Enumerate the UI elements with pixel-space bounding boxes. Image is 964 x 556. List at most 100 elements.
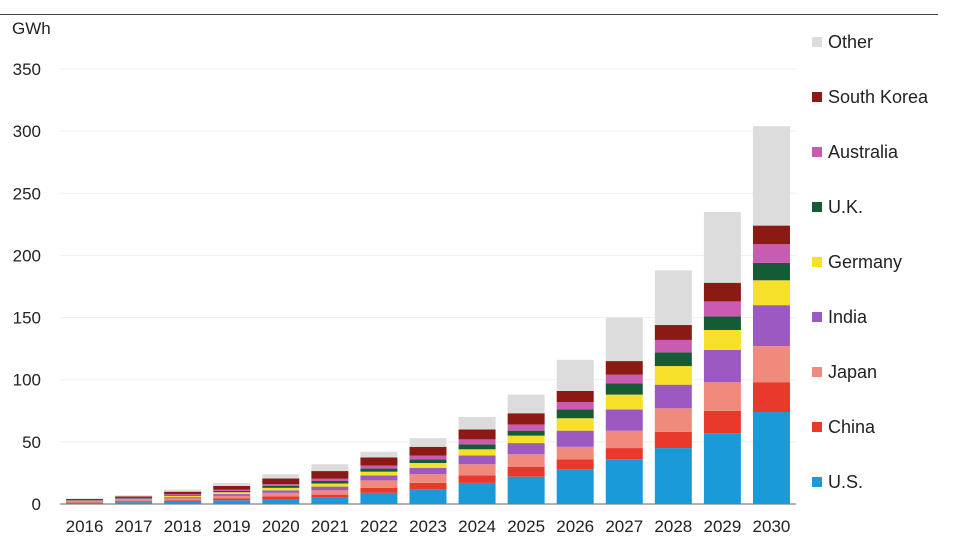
legend-label: China (828, 417, 876, 437)
bar-segment-china-2018 (164, 500, 202, 502)
bar-segment-china-2024 (458, 475, 496, 483)
bar-segment-australia-2026 (556, 402, 594, 410)
bar-segment-china-2017 (115, 501, 153, 503)
bar-segment-other-2028 (654, 270, 692, 326)
x-tick-label: 2027 (605, 517, 643, 536)
bar-segment-u-k--2020 (262, 485, 300, 488)
bar-segment-u-s--2029 (703, 433, 741, 504)
bar-segment-india-2022 (360, 475, 398, 481)
bar-segment-china-2025 (507, 466, 545, 477)
legend-item: U.K. (812, 191, 962, 246)
legend-swatch (812, 312, 822, 322)
bar-segment-australia-2029 (703, 301, 741, 317)
legend-label: Other (828, 32, 874, 52)
y-tick-label: 350 (13, 60, 41, 79)
legend-label: U.S. (828, 472, 864, 492)
bar-segment-germany-2023 (409, 462, 447, 468)
bar-segment-other-2019 (213, 482, 251, 486)
bar-segment-south-korea-2030 (752, 225, 790, 245)
bar-segment-u-s--2026 (556, 469, 594, 504)
bar-segment-u-k--2025 (507, 430, 545, 436)
legend-item: U.S. (812, 466, 962, 521)
bar-segment-india-2021 (311, 486, 349, 491)
bar-segment-australia-2028 (654, 339, 692, 353)
bar-segment-other-2021 (311, 464, 349, 472)
bar-segment-south-korea-2021 (311, 471, 349, 479)
bar-segment-u-k--2019 (213, 490, 251, 493)
legend-label: U.K. (828, 197, 864, 217)
y-tick-label: 0 (32, 495, 41, 514)
legend-swatch (812, 202, 822, 212)
bar-segment-china-2027 (605, 448, 643, 460)
bar-segment-other-2029 (703, 211, 741, 283)
bar-segment-australia-2022 (360, 465, 398, 469)
bar-segment-germany-2028 (654, 366, 692, 385)
bar-segment-u-k--2029 (703, 316, 741, 330)
bar-segment-germany-2024 (458, 449, 496, 456)
bar-segment-south-korea-2016 (66, 499, 104, 501)
bar-segment-germany-2018 (164, 495, 202, 498)
bar-segment-south-korea-2023 (409, 446, 447, 456)
bar-segment-china-2030 (752, 382, 790, 413)
bar-segment-china-2022 (360, 487, 398, 493)
legend-item: China (812, 411, 962, 466)
x-tick-label: 2024 (458, 517, 496, 536)
bar-segment-u-k--2027 (605, 383, 643, 395)
bar-segment-other-2023 (409, 438, 447, 447)
bar-segment-other-2024 (458, 417, 496, 430)
legend-label: Japan (828, 362, 878, 382)
bar-segment-australia-2019 (213, 489, 251, 491)
bar-segment-china-2023 (409, 482, 447, 490)
bar-segment-india-2027 (605, 409, 643, 431)
bar-segment-japan-2016 (66, 501, 104, 503)
bar-segment-germany-2021 (311, 483, 349, 487)
legend-swatch (812, 477, 822, 487)
bar-segment-u-k--2028 (654, 352, 692, 367)
bar-segment-japan-2017 (115, 500, 153, 502)
bar-segment-u-k--2023 (409, 459, 447, 463)
x-tick-label: 2021 (311, 517, 349, 536)
bar-segment-other-2030 (752, 126, 790, 226)
x-tick-label: 2030 (753, 517, 791, 536)
bar-segment-germany-2025 (507, 435, 545, 444)
bar-segment-india-2020 (262, 490, 300, 493)
legend-swatch (812, 147, 822, 157)
y-tick-label: 200 (13, 246, 41, 265)
bar-segment-u-k--2018 (164, 495, 202, 496)
bar-segment-south-korea-2019 (213, 485, 251, 490)
bar-segment-u-s--2018 (164, 501, 202, 504)
bar-segment-australia-2023 (409, 455, 447, 460)
bar-segment-germany-2029 (703, 330, 741, 350)
legend-swatch (812, 37, 822, 47)
x-tick-label: 2025 (507, 517, 545, 536)
bar-segment-japan-2025 (507, 454, 545, 467)
legend-label: Germany (828, 252, 903, 272)
bar-segment-u-k--2024 (458, 444, 496, 450)
legend: Other South Korea Australia U.K. Germany Indi… (812, 26, 962, 521)
bar-segment-south-korea-2026 (556, 390, 594, 403)
bar-segment-u-k--2030 (752, 262, 790, 281)
bar-segment-u-s--2030 (752, 412, 790, 504)
bar-segment-germany-2022 (360, 471, 398, 476)
bar-segment-other-2017 (115, 495, 153, 497)
bar-segment-australia-2017 (115, 497, 153, 499)
bar-segment-india-2030 (752, 305, 790, 347)
legend-item: Germany (812, 246, 962, 301)
x-tick-label: 2016 (66, 517, 104, 536)
bar-segment-china-2020 (262, 496, 300, 500)
bar-segment-india-2025 (507, 443, 545, 455)
bar-segment-china-2019 (213, 498, 251, 501)
x-tick-label: 2018 (164, 517, 202, 536)
bar-segment-south-korea-2018 (164, 491, 202, 495)
bar-segment-india-2026 (556, 430, 594, 447)
bar-segment-china-2021 (311, 494, 349, 498)
legend-swatch (812, 422, 822, 432)
legend-item: South Korea (812, 81, 962, 136)
bar-segment-south-korea-2024 (458, 429, 496, 440)
bar-segment-u-s--2028 (654, 448, 692, 504)
top-rule (0, 14, 938, 15)
bar-segment-south-korea-2022 (360, 457, 398, 466)
bar-segment-australia-2021 (311, 478, 349, 482)
bar-segment-u-s--2020 (262, 499, 300, 504)
bar-segment-germany-2030 (752, 280, 790, 306)
